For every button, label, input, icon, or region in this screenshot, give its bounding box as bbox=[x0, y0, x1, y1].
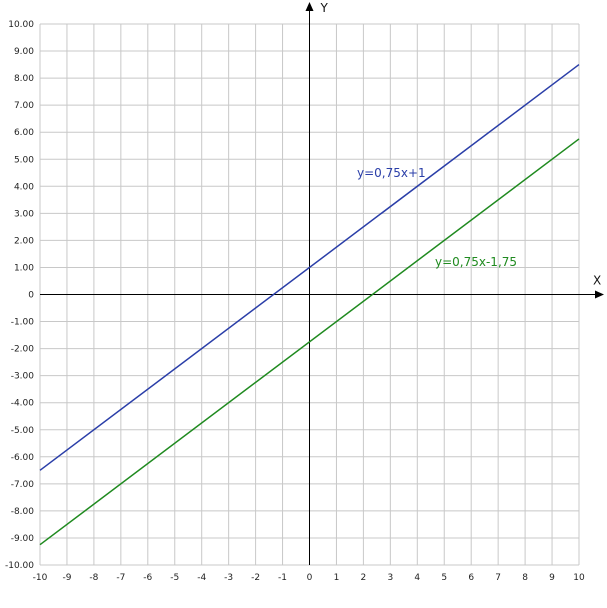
y-tick-label: 4.00 bbox=[14, 182, 34, 192]
x-tick-label: -3 bbox=[224, 573, 233, 583]
series-labels: y=0,75x+1 y=0,75x-1,75 bbox=[357, 166, 517, 269]
x-axis-label: X bbox=[593, 274, 601, 288]
x-tick-label: -7 bbox=[116, 573, 125, 583]
series-lines bbox=[39, 63, 580, 546]
y-tick-label: -5.00 bbox=[11, 426, 35, 436]
y-tick-label: -7.00 bbox=[11, 480, 35, 490]
y-tick-label: 8.00 bbox=[14, 74, 34, 84]
series-line-blue bbox=[39, 63, 580, 471]
x-tick-label: 1 bbox=[334, 573, 340, 583]
y-tick-label: -4.00 bbox=[11, 399, 35, 409]
y-tick-label: -8.00 bbox=[11, 507, 35, 517]
y-tick-label: 3.00 bbox=[14, 209, 34, 219]
y-tick-label: 1.00 bbox=[14, 263, 34, 273]
x-tick-label: -1 bbox=[278, 573, 287, 583]
x-tick-labels: -10 -9 -8 -7 -6 -5 -4 -3 -2 -1 0 1 2 3 4 5 6 7 8 9 10 bbox=[33, 573, 585, 583]
x-tick-label: 2 bbox=[361, 573, 367, 583]
x-tick-label: -4 bbox=[197, 573, 206, 583]
y-tick-label: 6.00 bbox=[14, 128, 34, 138]
axes: X Y bbox=[40, 1, 604, 565]
x-tick-label: -5 bbox=[170, 573, 179, 583]
y-tick-label: -6.00 bbox=[11, 453, 35, 463]
x-tick-label: -2 bbox=[251, 573, 260, 583]
series-line-green bbox=[39, 138, 580, 546]
series-label-blue: y=0,75x+1 bbox=[357, 166, 426, 180]
y-axis-arrow bbox=[305, 2, 314, 11]
x-tick-label: -8 bbox=[89, 573, 98, 583]
x-tick-label: 5 bbox=[441, 573, 447, 583]
x-tick-label: 9 bbox=[549, 573, 555, 583]
y-tick-label: -1.00 bbox=[11, 318, 35, 328]
y-tick-labels: 10.00 9.00 8.00 7.00 6.00 5.00 4.00 3.00 2.00 1.0… bbox=[5, 20, 34, 571]
y-tick-label: 0 bbox=[28, 291, 34, 301]
x-tick-label: 7 bbox=[495, 573, 501, 583]
x-tick-label: 6 bbox=[468, 573, 474, 583]
y-tick-label: 9.00 bbox=[14, 47, 34, 57]
x-tick-label: -6 bbox=[143, 573, 152, 583]
y-tick-label: 10.00 bbox=[8, 20, 34, 30]
y-tick-label: -2.00 bbox=[11, 345, 35, 355]
series-label-green: y=0,75x-1,75 bbox=[435, 255, 517, 269]
x-tick-label: -9 bbox=[62, 573, 71, 583]
x-tick-label: 10 bbox=[573, 573, 585, 583]
y-tick-label: 2.00 bbox=[14, 236, 34, 246]
y-tick-label: -3.00 bbox=[11, 372, 35, 382]
y-axis-label: Y bbox=[320, 1, 329, 15]
x-tick-label: 8 bbox=[522, 573, 528, 583]
x-tick-label: 3 bbox=[387, 573, 393, 583]
y-tick-label: -9.00 bbox=[11, 534, 35, 544]
x-tick-label: 0 bbox=[307, 573, 313, 583]
y-tick-label: 7.00 bbox=[14, 101, 34, 111]
x-tick-label: -10 bbox=[33, 573, 48, 583]
x-axis-arrow bbox=[595, 290, 604, 299]
y-tick-label: -10.00 bbox=[5, 561, 34, 571]
y-tick-label: 5.00 bbox=[14, 155, 34, 165]
x-tick-label: 4 bbox=[414, 573, 420, 583]
